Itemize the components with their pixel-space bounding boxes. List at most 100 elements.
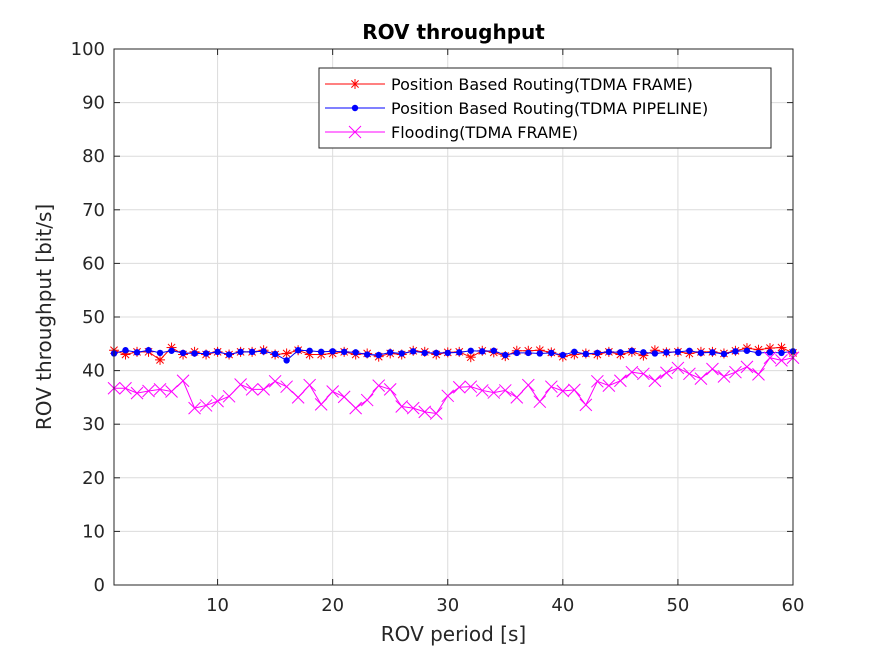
data-point	[351, 104, 359, 112]
legend-item: Flooding(TDMA FRAME)	[325, 123, 578, 142]
data-point	[602, 379, 616, 392]
data-point	[544, 380, 558, 394]
data-point	[617, 349, 624, 356]
dot-marker	[410, 348, 417, 355]
dot-marker	[317, 348, 325, 356]
x-stroke	[291, 391, 305, 404]
data-point	[248, 348, 256, 356]
data-point	[683, 367, 696, 381]
data-point	[165, 385, 178, 398]
data-point	[303, 378, 316, 392]
data-point	[421, 349, 428, 357]
dot-marker	[294, 347, 302, 354]
asterisk-stroke	[156, 355, 164, 364]
x-stroke	[176, 374, 190, 388]
dot-marker	[479, 348, 486, 355]
x-stroke	[648, 374, 662, 388]
dot-marker	[490, 347, 497, 354]
data-point	[775, 354, 788, 367]
data-point	[444, 349, 451, 357]
data-point	[498, 384, 512, 397]
data-point	[372, 379, 386, 392]
data-point	[571, 348, 578, 356]
data-point	[648, 374, 662, 388]
data-point	[510, 391, 524, 404]
data-point	[464, 380, 478, 394]
dot-marker	[548, 349, 555, 357]
data-point	[317, 348, 325, 356]
data-point	[234, 378, 247, 391]
data-point	[395, 400, 409, 413]
legend-item: Position Based Routing(TDMA PIPELINE)	[325, 99, 708, 118]
x-stroke	[671, 361, 685, 375]
y-tick-label: 70	[82, 200, 105, 221]
data-point	[594, 349, 601, 357]
x-tick-label: 10	[206, 595, 229, 616]
dot-marker	[179, 349, 187, 357]
x-stroke	[614, 374, 627, 388]
chart-title: ROV throughput	[362, 20, 545, 44]
x-stroke	[383, 383, 397, 396]
x-stroke	[775, 354, 788, 367]
dot-marker	[191, 350, 198, 357]
data-point	[130, 386, 144, 400]
dot-marker	[352, 349, 359, 356]
series-2	[110, 347, 797, 364]
data-point	[387, 349, 394, 356]
series-line	[114, 357, 794, 415]
x-stroke	[452, 380, 466, 394]
dot-marker	[755, 349, 762, 357]
data-point	[533, 395, 547, 409]
legend-box	[318, 67, 772, 149]
data-point	[225, 351, 233, 358]
dot-marker	[467, 347, 474, 354]
x-stroke	[544, 380, 558, 394]
data-point	[579, 398, 593, 412]
data-point	[133, 349, 141, 356]
x-stroke	[556, 384, 570, 398]
dot-marker	[513, 349, 520, 357]
x-stroke	[591, 374, 604, 388]
dot-marker	[363, 351, 371, 358]
data-point	[525, 349, 532, 357]
data-point	[671, 361, 685, 375]
x-stroke	[498, 384, 512, 397]
dot-marker	[605, 348, 613, 356]
x-stroke	[660, 366, 673, 380]
dot-marker	[651, 350, 659, 357]
data-point	[697, 349, 705, 357]
dot-marker	[525, 349, 532, 357]
data-point	[441, 389, 455, 403]
x-stroke	[441, 389, 455, 403]
data-point	[168, 347, 175, 354]
x-stroke	[395, 400, 409, 413]
x-stroke	[694, 372, 708, 385]
dot-marker	[375, 351, 382, 359]
x-stroke	[729, 365, 742, 379]
data-point	[237, 348, 244, 356]
data-point	[281, 348, 292, 359]
data-point	[314, 398, 328, 411]
dot-marker	[617, 349, 624, 356]
data-point	[153, 383, 167, 396]
x-stroke	[153, 383, 167, 396]
data-point	[548, 349, 555, 357]
x-stroke	[199, 399, 213, 412]
dot-marker	[433, 349, 440, 357]
dot-marker	[260, 348, 267, 355]
dot-marker	[628, 347, 636, 354]
data-point	[429, 407, 443, 420]
data-point	[625, 365, 639, 379]
data-point	[199, 399, 213, 412]
dot-marker	[663, 349, 670, 356]
x-stroke	[475, 384, 489, 397]
data-point	[410, 348, 417, 355]
data-point	[567, 383, 581, 397]
data-point	[651, 350, 659, 357]
data-point	[202, 350, 210, 357]
dot-marker	[421, 349, 428, 357]
x-stroke	[348, 125, 362, 139]
x-stroke	[521, 378, 535, 392]
legend-label: Position Based Routing(TDMA FRAME)	[391, 75, 693, 94]
data-point	[479, 348, 486, 355]
